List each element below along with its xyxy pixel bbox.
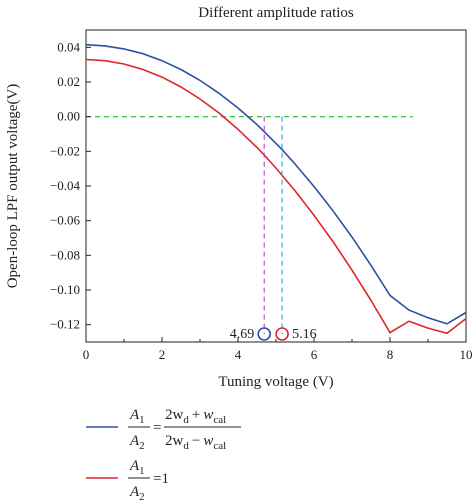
legend-lhs-numerator: A1 <box>129 458 145 477</box>
y-axis: 0.04 0.02 0.00 −0.02 −0.04 −0.06 −0.08 −0.10 −0.… <box>50 39 91 332</box>
y-tick-label: −0.06 <box>50 213 81 228</box>
legend-lhs-denominator: A2 <box>129 433 145 452</box>
crossing-label: 5.16 <box>292 327 317 342</box>
plot-area: 4.69 5.16 <box>85 29 467 343</box>
y-tick-label: −0.02 <box>50 143 80 158</box>
series-layer <box>85 43 467 335</box>
legend-formula: A1 A2 = 2wd + wcal 2wd − wcal <box>128 407 241 452</box>
series-line-1 <box>85 58 467 335</box>
x-axis: 0 2 4 6 8 10 <box>83 337 473 362</box>
y-tick-label: −0.12 <box>50 317 80 332</box>
legend-formula: A1 A2 =1 <box>128 458 169 503</box>
x-axis-title: Tuning voltage (V) <box>218 374 333 390</box>
x-tick-label: 0 <box>83 347 90 362</box>
legend-entry-blue: A1 A2 = 2wd + wcal 2wd − wcal <box>86 407 241 452</box>
y-axis-title: Open-loop LPF output voltage(V) <box>5 84 21 289</box>
y-tick-label: −0.10 <box>50 282 80 297</box>
series-line-0 <box>85 43 467 325</box>
x-tick-label: 6 <box>311 347 318 362</box>
plot-frame <box>85 29 467 343</box>
chart-title: Different amplitude ratios <box>198 5 354 21</box>
y-tick-label: −0.04 <box>50 178 81 193</box>
y-tick-label: −0.08 <box>50 247 80 262</box>
legend-rhs-numerator: 2wd + wcal <box>165 407 226 426</box>
legend-entry-red: A1 A2 =1 <box>86 458 169 503</box>
legend: A1 A2 = 2wd + wcal 2wd − wcal A1 A2 =1 <box>86 407 241 503</box>
y-tick-label: 0.00 <box>57 109 80 124</box>
x-tick-label: 10 <box>460 347 473 362</box>
crossing-marker <box>275 327 289 341</box>
legend-lhs-numerator: A1 <box>129 407 145 426</box>
crossing-markers: 4.69 5.16 <box>230 116 317 342</box>
y-tick-label: 0.04 <box>57 39 80 54</box>
x-tick-label: 8 <box>387 347 394 362</box>
legend-equals: =1 <box>153 471 169 487</box>
legend-rhs-denominator: 2wd − wcal <box>165 433 226 452</box>
legend-lhs-denominator: A2 <box>129 484 145 503</box>
x-tick-label: 4 <box>235 347 242 362</box>
y-tick-label: 0.02 <box>57 74 80 89</box>
legend-equals: = <box>153 420 161 436</box>
x-tick-label: 2 <box>159 347 166 362</box>
crossing-marker <box>257 327 272 341</box>
crossing-label: 4.69 <box>230 327 255 342</box>
